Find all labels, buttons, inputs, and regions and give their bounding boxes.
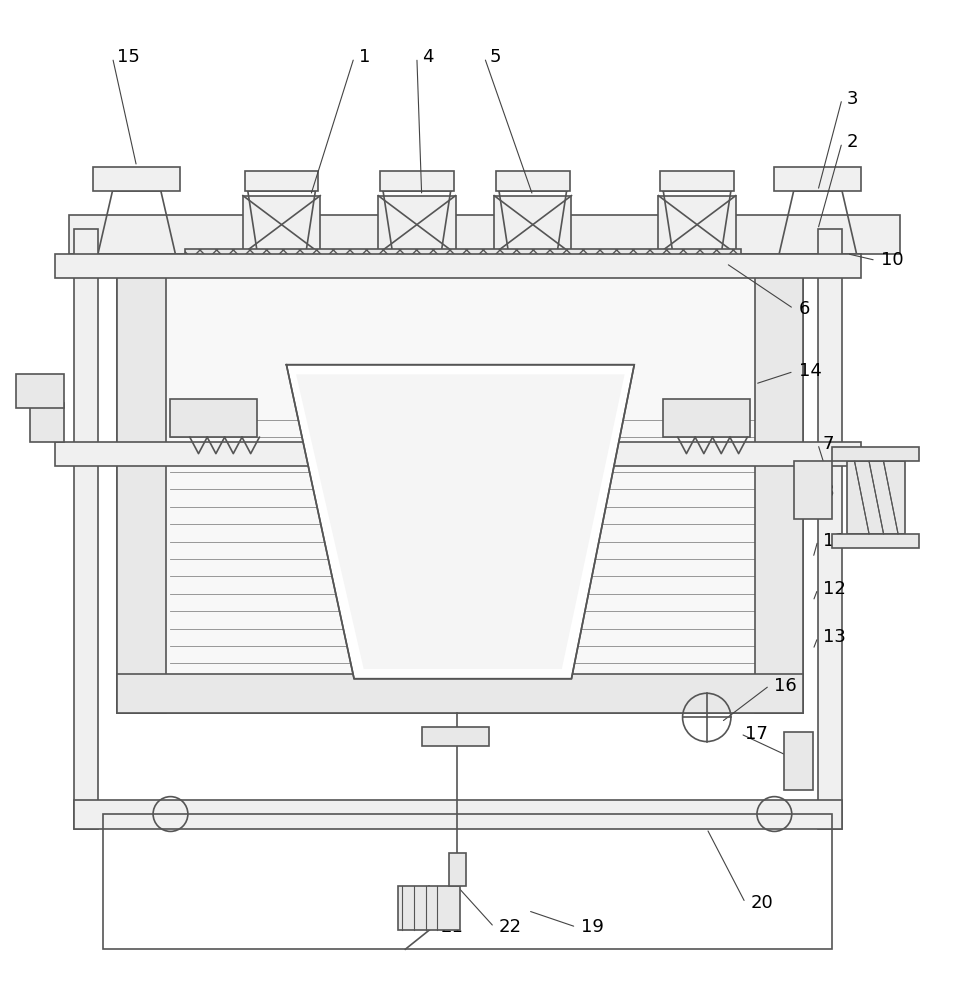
Text: 4: 4 xyxy=(422,48,433,66)
Text: 7: 7 xyxy=(823,435,834,453)
Text: 9: 9 xyxy=(891,454,902,472)
Text: 3: 3 xyxy=(847,90,859,108)
Text: 15: 15 xyxy=(117,48,141,66)
Bar xyxy=(794,461,832,519)
Bar xyxy=(660,171,734,191)
Bar xyxy=(397,886,460,930)
Bar xyxy=(784,732,813,790)
Bar xyxy=(74,229,98,829)
Text: 2: 2 xyxy=(847,133,859,151)
Text: 14: 14 xyxy=(798,362,822,380)
Bar xyxy=(832,534,920,548)
Bar xyxy=(449,853,466,886)
Bar xyxy=(496,171,570,191)
Bar xyxy=(663,399,750,437)
Text: 8: 8 xyxy=(823,483,834,501)
Bar xyxy=(117,268,803,713)
Bar xyxy=(755,268,803,713)
Bar xyxy=(245,171,318,191)
Bar xyxy=(16,374,64,408)
Bar xyxy=(380,171,453,191)
Bar xyxy=(93,167,180,191)
Text: 11: 11 xyxy=(823,532,845,550)
Bar xyxy=(422,727,489,746)
Bar xyxy=(54,442,861,466)
Bar xyxy=(243,196,320,254)
Polygon shape xyxy=(287,365,635,679)
Text: 22: 22 xyxy=(499,918,522,936)
Text: 21: 21 xyxy=(441,918,464,936)
Bar xyxy=(117,674,803,713)
Bar xyxy=(185,249,740,273)
Text: 16: 16 xyxy=(774,677,797,695)
Text: 13: 13 xyxy=(823,628,846,646)
Text: 1: 1 xyxy=(359,48,370,66)
Bar xyxy=(103,814,832,949)
Bar xyxy=(54,254,861,278)
Text: 6: 6 xyxy=(798,300,810,318)
Text: 17: 17 xyxy=(745,725,768,743)
Text: 10: 10 xyxy=(881,251,903,269)
Bar xyxy=(378,196,455,254)
Text: 5: 5 xyxy=(489,48,501,66)
Bar xyxy=(774,167,861,191)
Text: 12: 12 xyxy=(823,580,846,598)
Text: 19: 19 xyxy=(581,918,604,936)
Bar xyxy=(69,215,900,254)
Text: 18: 18 xyxy=(789,763,812,781)
Bar xyxy=(494,196,572,254)
Bar xyxy=(74,800,842,829)
Bar xyxy=(818,229,842,829)
Text: 20: 20 xyxy=(750,894,773,912)
Bar xyxy=(847,461,905,534)
Bar xyxy=(832,447,920,461)
Polygon shape xyxy=(297,374,625,669)
Bar xyxy=(117,268,166,713)
Bar xyxy=(658,196,735,254)
Bar xyxy=(171,399,258,437)
Bar xyxy=(30,403,64,442)
